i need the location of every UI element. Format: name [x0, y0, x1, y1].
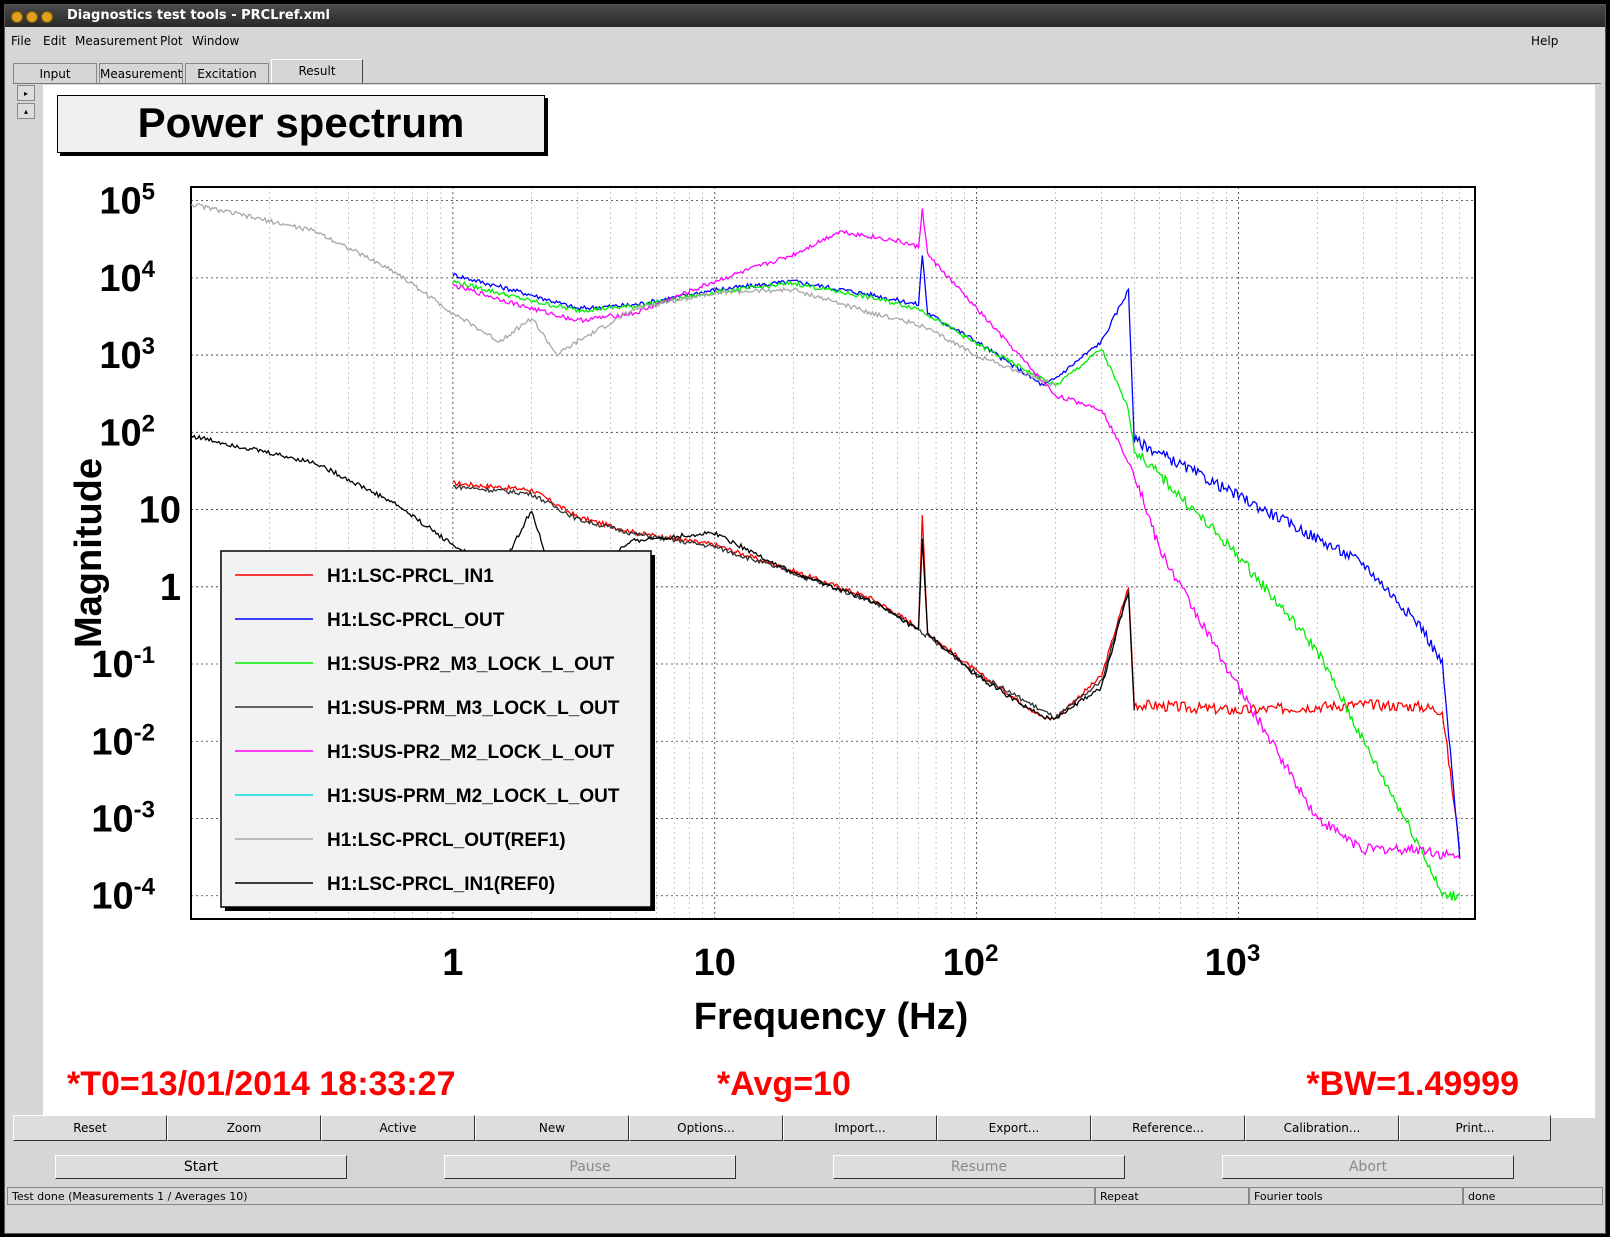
- tab-input[interactable]: Input: [13, 63, 97, 83]
- status-state: done: [1463, 1187, 1603, 1205]
- status-message: Test done (Measurements 1 / Averages 10): [7, 1187, 1095, 1205]
- expand-arrow-icon[interactable]: ▸: [17, 85, 35, 101]
- options-button[interactable]: Options...: [629, 1115, 783, 1141]
- window-title: Diagnostics test tools - PRCLref.xml: [67, 8, 330, 23]
- tab-result[interactable]: Result: [271, 59, 363, 83]
- calibration-button[interactable]: Calibration...: [1245, 1115, 1399, 1141]
- start-button[interactable]: Start: [55, 1155, 347, 1179]
- plot-canvas[interactable]: [43, 85, 1595, 1118]
- print-button[interactable]: Print...: [1399, 1115, 1551, 1141]
- menu-bar: File Edit Measurement Plot Window Help: [5, 29, 1605, 53]
- reset-button[interactable]: Reset: [13, 1115, 167, 1141]
- minimize-window-icon[interactable]: [26, 11, 38, 23]
- new-button[interactable]: New: [475, 1115, 629, 1141]
- abort-button[interactable]: Abort: [1222, 1155, 1514, 1179]
- active-button[interactable]: Active: [321, 1115, 475, 1141]
- menu-plot[interactable]: Plot: [160, 34, 183, 48]
- reference-button[interactable]: Reference...: [1091, 1115, 1245, 1141]
- zoom-button[interactable]: Zoom: [167, 1115, 321, 1141]
- menu-edit[interactable]: Edit: [43, 34, 67, 48]
- app-window: Diagnostics test tools - PRCLref.xml Fil…: [4, 4, 1606, 1234]
- tab-measurement[interactable]: Measurement: [99, 63, 183, 83]
- export-button[interactable]: Export...: [937, 1115, 1091, 1141]
- tab-excitation[interactable]: Excitation: [185, 63, 269, 83]
- status-tools: Fourier tools: [1249, 1187, 1463, 1205]
- menu-file[interactable]: File: [11, 34, 32, 48]
- maximize-window-icon[interactable]: [41, 11, 53, 23]
- title-bar: Diagnostics test tools - PRCLref.xml: [5, 5, 1605, 27]
- import-button[interactable]: Import...: [783, 1115, 937, 1141]
- resume-button[interactable]: Resume: [833, 1155, 1125, 1179]
- menu-window[interactable]: Window: [192, 34, 240, 48]
- plot-title: Power spectrum: [57, 95, 545, 153]
- close-window-icon[interactable]: [11, 11, 23, 23]
- status-mode: Repeat: [1095, 1187, 1249, 1205]
- pause-button[interactable]: Pause: [444, 1155, 736, 1179]
- collapse-arrow-icon[interactable]: ▴: [17, 103, 35, 119]
- menu-measurement[interactable]: Measurement: [75, 34, 158, 48]
- menu-help[interactable]: Help: [1531, 34, 1559, 48]
